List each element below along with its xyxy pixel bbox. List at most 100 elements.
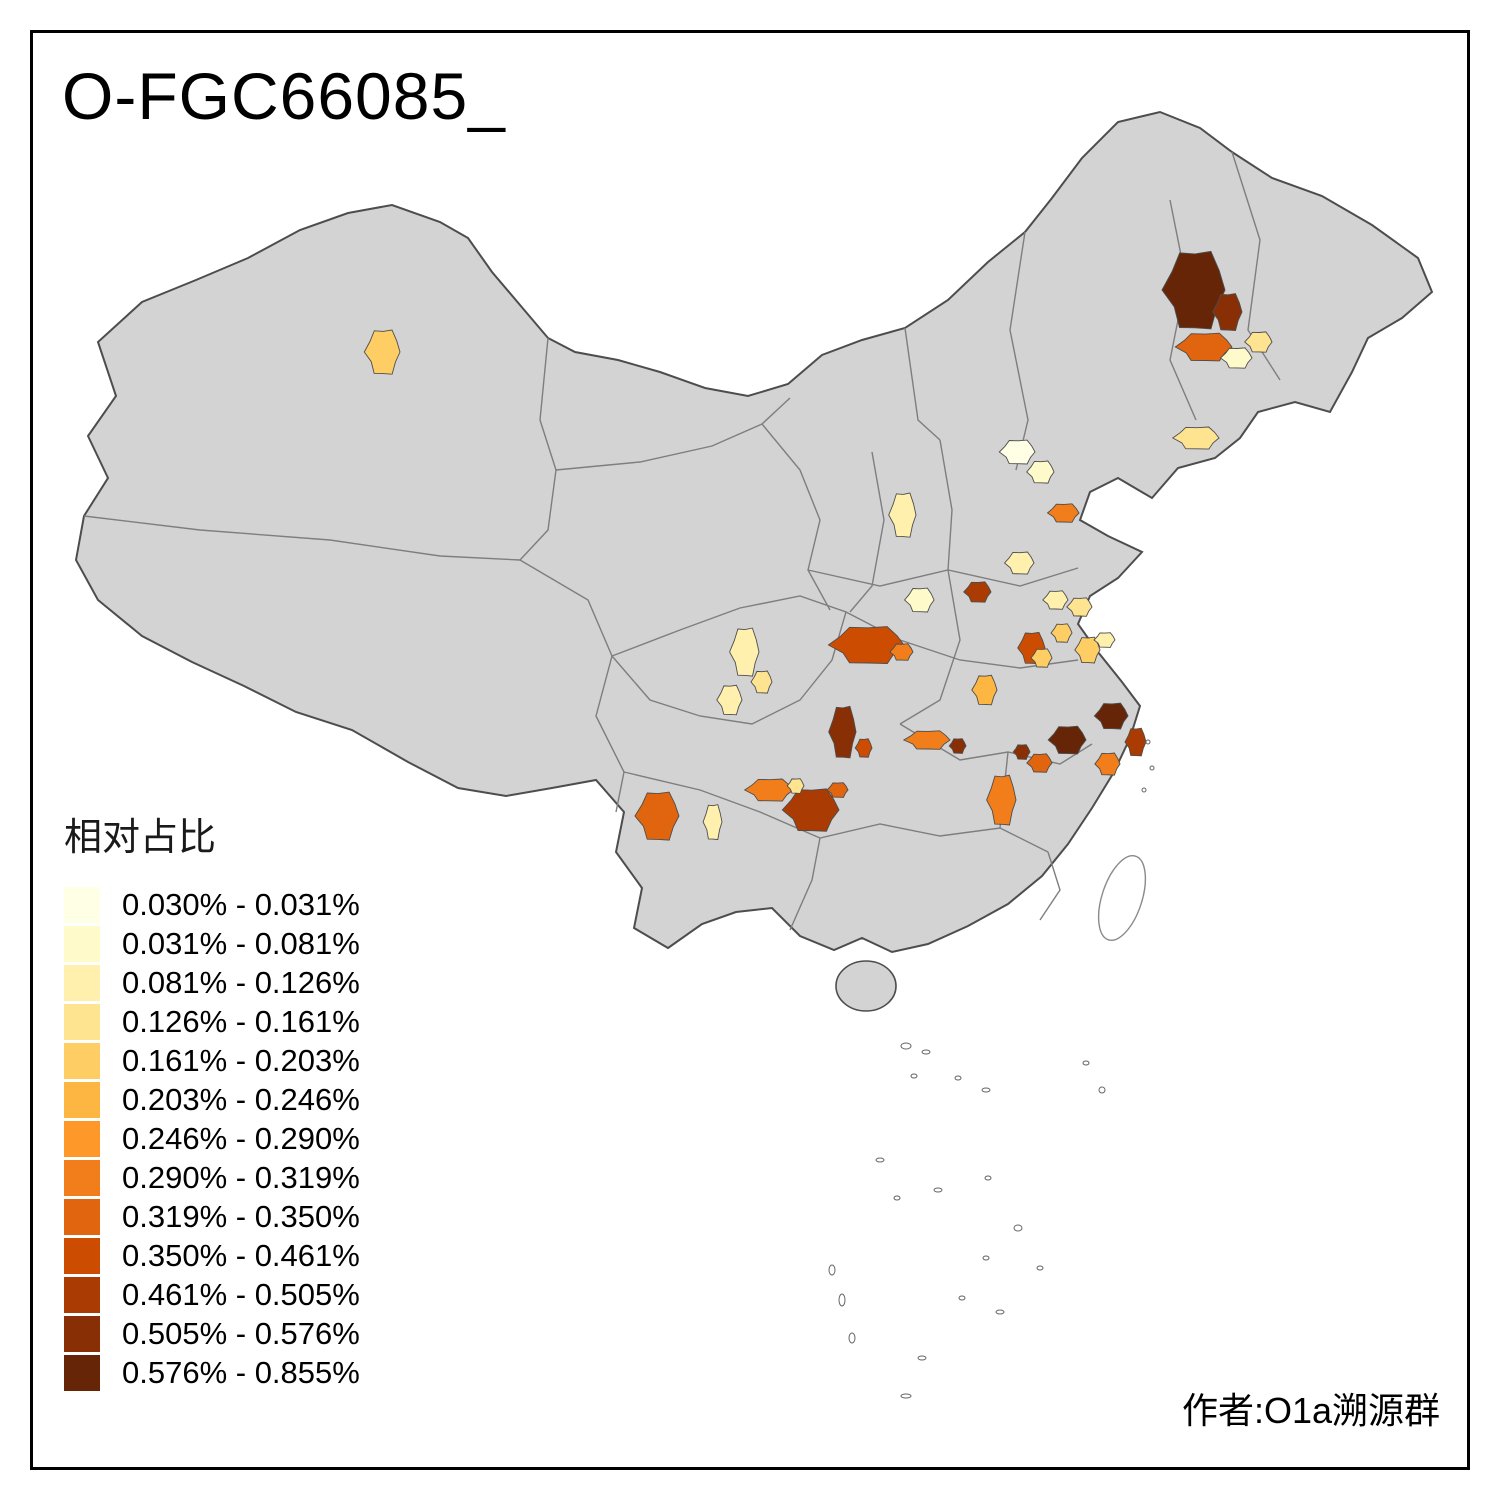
map-region [1003,551,1035,575]
sea-islet [984,1175,992,1181]
map-region [1244,331,1273,353]
legend-label: 0.126% - 0.161% [122,1004,360,1039]
legend-swatch [64,1121,100,1157]
legend-item: 0.319% - 0.350% [64,1199,360,1235]
attribution-text: 作者:O1a溯源群 [1181,1390,1440,1431]
legend-swatch [64,1004,100,1040]
map-region [634,791,680,841]
legend-item: 0.505% - 0.576% [64,1316,360,1352]
map-region [363,329,401,375]
legend-item: 0.031% - 0.081% [64,926,360,962]
page-title: O-FGC66085_ [62,59,506,133]
map-region [1174,332,1233,362]
sea-islet [1141,787,1147,793]
map-region [1050,623,1073,643]
map-region [1219,347,1253,369]
sea-islet [1082,1060,1090,1066]
map-regions [363,250,1273,841]
map-region [1093,632,1116,648]
taiwan-island [1097,854,1147,942]
legend-label: 0.350% - 0.461% [122,1238,360,1273]
legend-swatch [64,926,100,962]
hainan-island [835,960,897,1012]
sea-islet [900,1042,912,1050]
legend-swatch [64,1199,100,1235]
legend-label: 0.030% - 0.031% [122,887,360,922]
legend-item: 0.246% - 0.290% [64,1121,360,1157]
legend-items: 0.030% - 0.031% 0.031% - 0.081% 0.081% - 0… [64,887,360,1391]
map-region [1026,753,1053,773]
sea-islet [921,1049,931,1055]
map-region [902,730,951,750]
legend-label: 0.319% - 0.350% [122,1199,360,1234]
map-region [854,738,873,758]
map-region [986,774,1017,826]
map-region [1026,460,1055,484]
plot-frame [30,30,1470,1470]
sea-islet [838,1293,846,1307]
map-region [1030,648,1053,668]
sea-islet [848,1332,856,1344]
map-region [786,778,805,794]
map-region [1066,597,1093,617]
map-region [1047,725,1087,755]
legend-swatch [64,1082,100,1118]
sea-islet [1036,1265,1044,1271]
map-region [781,788,840,832]
legend-label: 0.576% - 0.855% [122,1355,360,1390]
sea-islet [900,1393,912,1399]
map-region [1042,590,1069,610]
sea-islet [933,1187,943,1193]
sea-islet [910,1073,918,1079]
map-region [998,439,1036,465]
legend-label: 0.461% - 0.505% [122,1277,360,1312]
map-region [888,492,917,538]
map-region [889,643,914,661]
legend-swatch [64,1316,100,1352]
legend-item: 0.290% - 0.319% [64,1160,360,1196]
sea-islet [954,1075,962,1081]
sea-islet [893,1195,901,1201]
sea-islet [958,1295,966,1301]
map-region [743,778,794,802]
map-region [1161,250,1226,330]
map-region [1094,752,1121,776]
map-region [827,626,905,664]
map-region [1093,702,1129,730]
sea-islet [1145,739,1151,745]
legend-label: 0.246% - 0.290% [122,1121,360,1156]
map-region [826,782,849,798]
map-region [1124,727,1147,757]
legend-swatch [64,965,100,1001]
map-region [729,627,760,677]
legend-label: 0.505% - 0.576% [122,1316,360,1351]
sea-islet [995,1309,1005,1315]
map-region [1046,503,1080,523]
legend-item: 0.576% - 0.855% [64,1355,360,1391]
legend-swatch [64,1355,100,1391]
map-region [948,738,967,754]
map-region [750,670,773,694]
map-region [1171,426,1220,450]
south-china-sea-islands [828,739,1155,1399]
sea-islet [1098,1086,1106,1094]
legend-title: 相对占比 [64,817,217,859]
legend-item: 0.203% - 0.246% [64,1082,360,1118]
legend-item: 0.161% - 0.203% [64,1043,360,1079]
map-region [828,705,857,759]
legend-swatch [64,887,100,923]
sea-islet [875,1157,885,1163]
map-region [971,674,998,706]
legend-item: 0.081% - 0.126% [64,965,360,1001]
map-region [716,684,743,716]
legend-label: 0.203% - 0.246% [122,1082,360,1117]
legend-swatch [64,1043,100,1079]
legend-label: 0.031% - 0.081% [122,926,360,961]
legend-label: 0.161% - 0.203% [122,1043,360,1078]
legend-swatch [64,1238,100,1274]
legend-item: 0.350% - 0.461% [64,1238,360,1274]
china-outline [74,110,1434,954]
legend-item: 0.461% - 0.505% [64,1277,360,1313]
